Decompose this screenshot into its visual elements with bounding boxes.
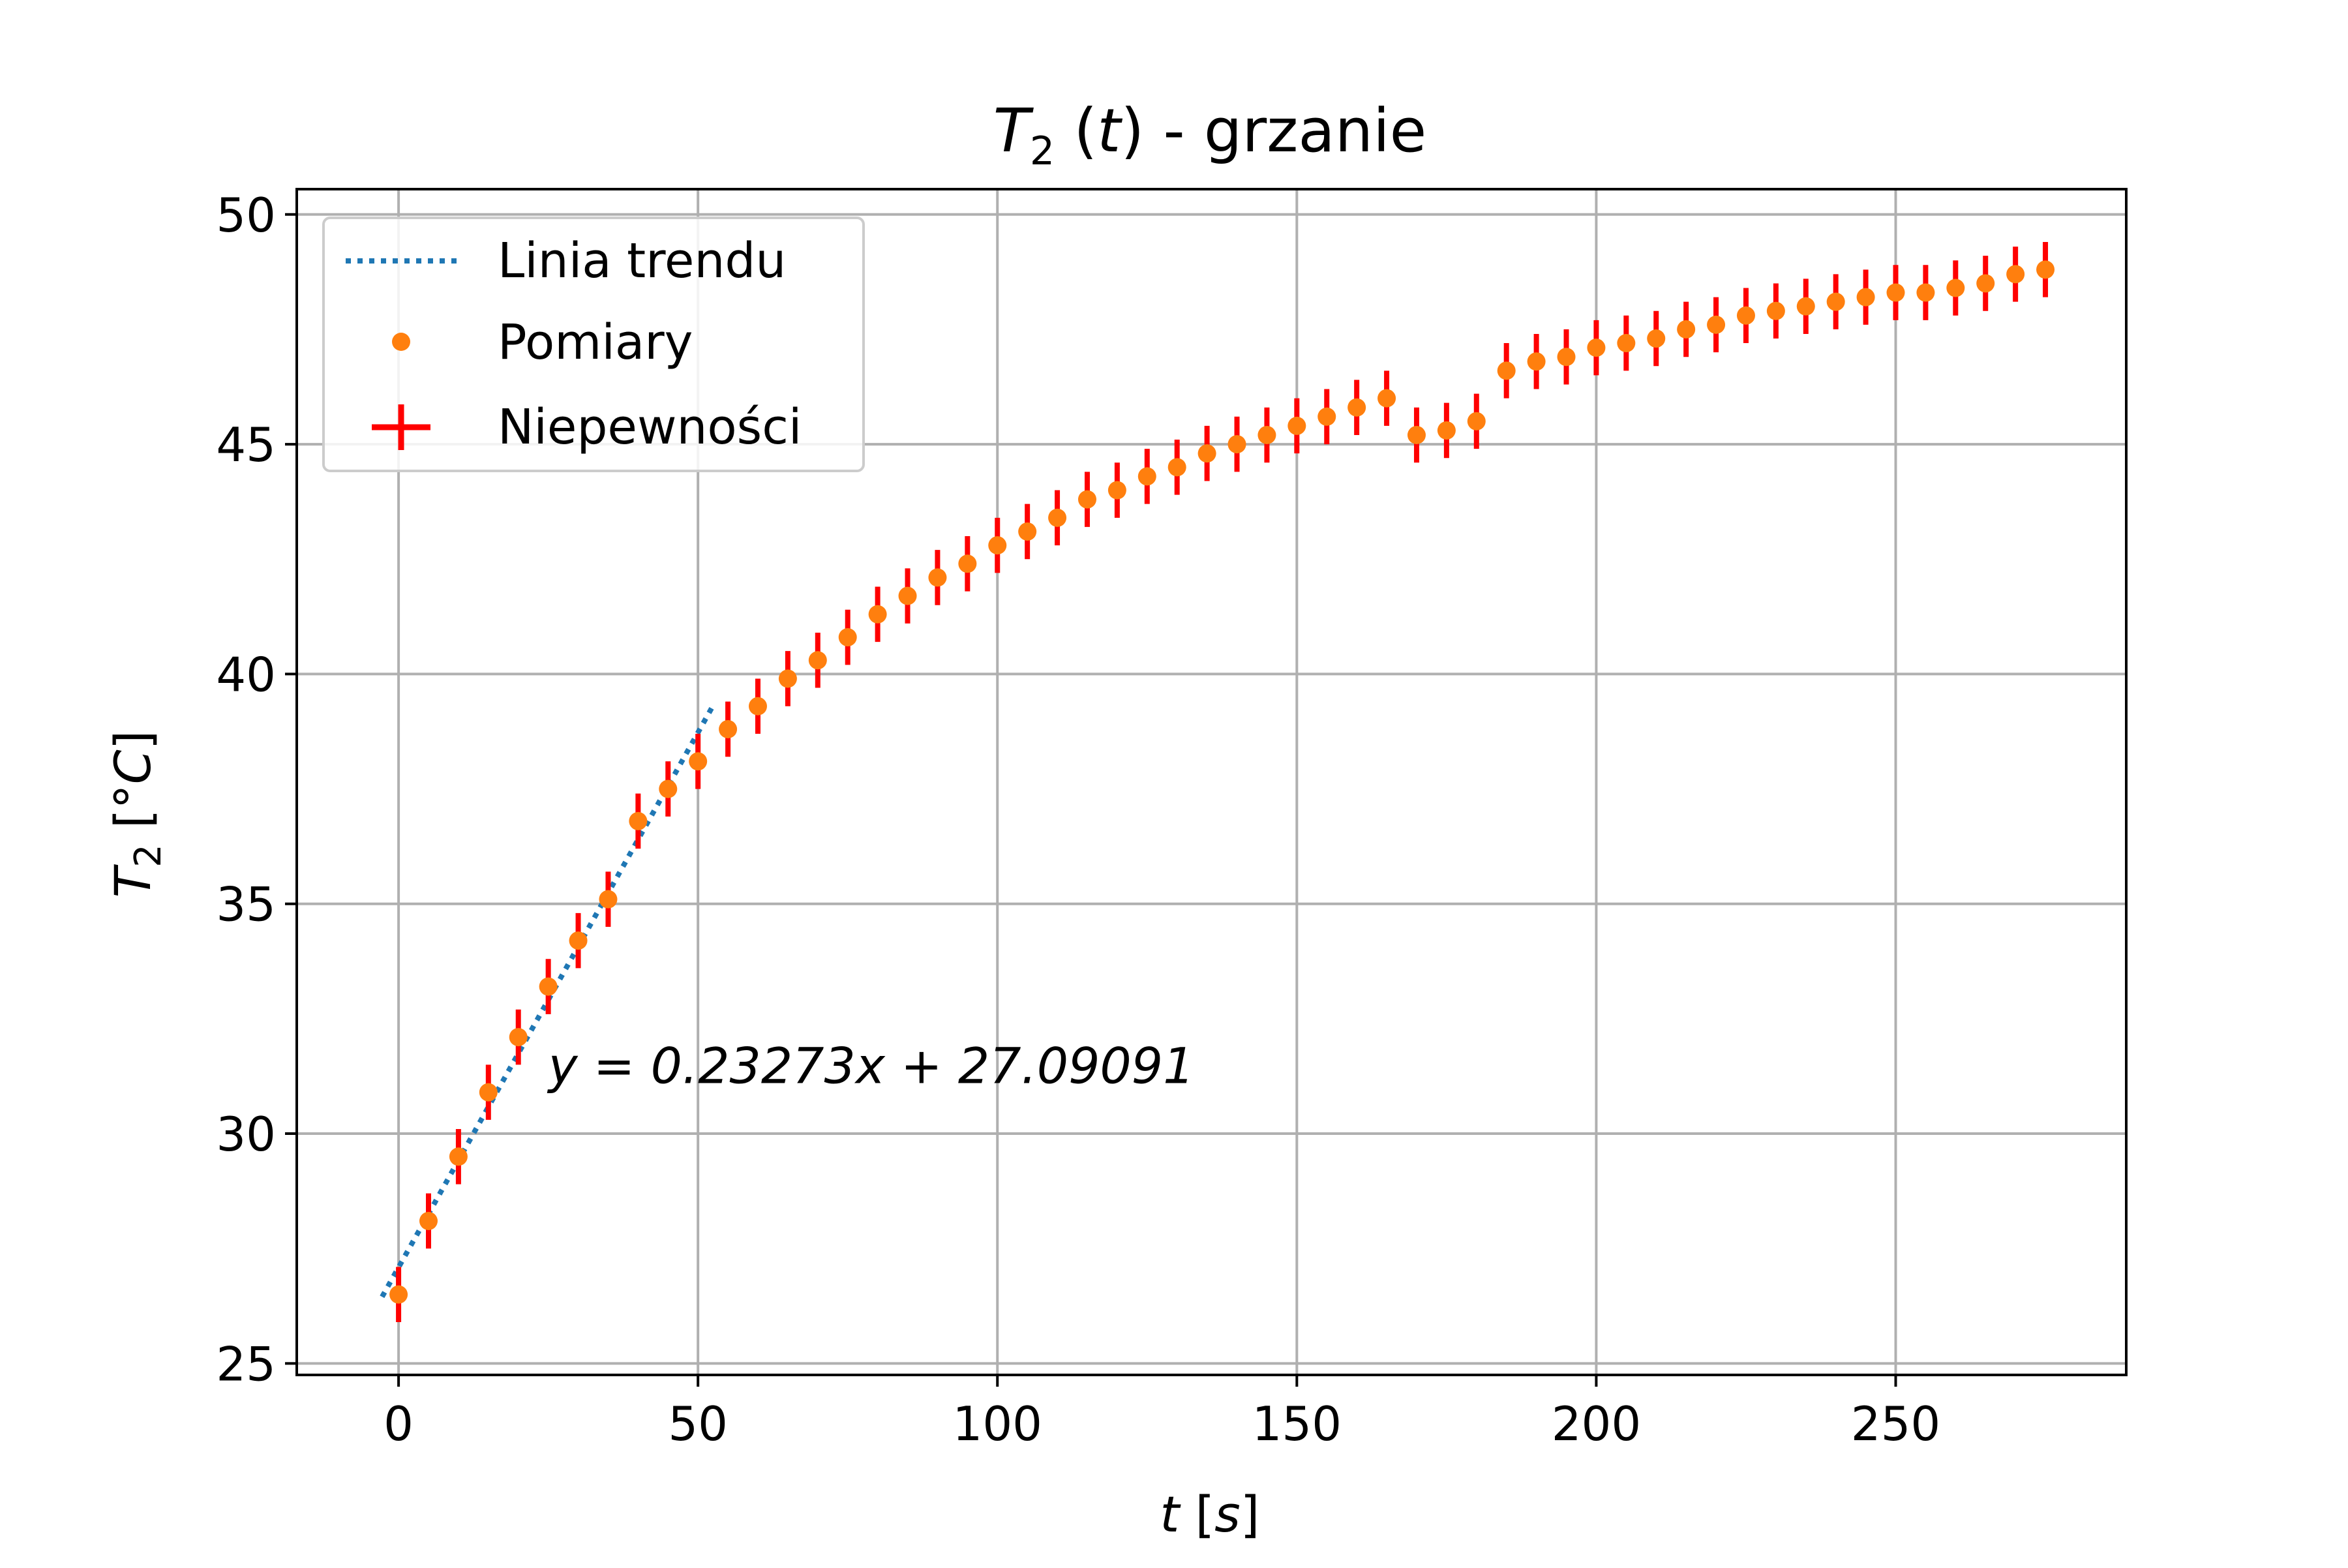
data-point xyxy=(569,931,588,950)
trend-layer xyxy=(380,702,717,1299)
legend-points-swatch xyxy=(392,333,410,351)
data-point xyxy=(808,651,827,670)
x-tick-label: 250 xyxy=(1851,1396,1940,1451)
data-point xyxy=(1377,389,1396,408)
data-point xyxy=(2036,260,2055,279)
data-point xyxy=(1497,361,1516,380)
data-point xyxy=(868,605,887,624)
y-tick-label: 45 xyxy=(216,417,276,472)
data-point xyxy=(1257,425,1276,444)
data-point xyxy=(1766,301,1785,320)
data-point xyxy=(1587,339,1606,357)
x-axis-label: t [s] xyxy=(1160,1485,1260,1543)
data-point xyxy=(479,1083,498,1102)
data-point xyxy=(539,977,558,996)
data-point xyxy=(2006,265,2025,284)
y-tick-label: 40 xyxy=(216,647,276,702)
data-point xyxy=(629,811,648,830)
data-point xyxy=(1077,490,1096,509)
data-point xyxy=(719,719,738,738)
data-point xyxy=(1437,421,1456,440)
data-point xyxy=(1946,279,1965,297)
data-point xyxy=(1557,348,1576,367)
point-layer xyxy=(389,260,2055,1304)
x-tick-label: 50 xyxy=(668,1396,728,1451)
y-tick-label: 30 xyxy=(216,1107,276,1162)
x-tick-label: 150 xyxy=(1252,1396,1342,1451)
chart-title: T2 (t) - grzanie xyxy=(993,96,1427,174)
data-point xyxy=(509,1028,528,1047)
data-point xyxy=(1527,352,1546,371)
data-point xyxy=(958,554,977,573)
legend-points-label: Pomiary xyxy=(498,314,693,370)
data-point xyxy=(1167,458,1186,477)
legend-trend-label: Linia trendu xyxy=(498,233,786,289)
data-point xyxy=(689,752,708,771)
x-tick-label: 200 xyxy=(1552,1396,1641,1451)
trend-equation-annotation: y = 0.23273x + 27.09091 xyxy=(547,1037,1195,1095)
data-point xyxy=(1317,407,1336,426)
data-point xyxy=(1048,508,1067,527)
data-point xyxy=(1407,425,1426,444)
data-point xyxy=(1916,283,1935,302)
data-point xyxy=(928,568,947,587)
data-point xyxy=(748,697,767,716)
x-tick-label: 0 xyxy=(384,1396,414,1451)
data-point xyxy=(1826,292,1845,311)
data-point xyxy=(1617,334,1636,353)
data-point xyxy=(1347,398,1366,417)
data-point xyxy=(449,1147,468,1166)
tick-layer: 0 50 100 150 200 250 25 30 35 40 45 50 xyxy=(216,188,1940,1451)
legend-errors-label: Niepewności xyxy=(498,399,802,455)
data-point xyxy=(1018,522,1037,541)
data-point xyxy=(1976,274,1995,293)
data-point xyxy=(1707,315,1726,334)
data-point xyxy=(898,586,917,605)
y-tick-label: 25 xyxy=(216,1336,276,1391)
y-axis-label: T2 [°C] xyxy=(104,731,170,898)
data-point xyxy=(1467,412,1486,430)
data-point xyxy=(1287,416,1306,435)
data-point xyxy=(419,1211,438,1230)
legend: Linia trendu Pomiary Niepewności xyxy=(322,217,865,472)
data-point xyxy=(778,669,797,688)
data-point xyxy=(1107,481,1126,500)
data-point xyxy=(988,536,1007,555)
data-point xyxy=(1197,444,1216,463)
data-point xyxy=(1886,283,1905,302)
y-tick-label: 35 xyxy=(216,877,276,932)
data-point xyxy=(1137,467,1156,486)
y-tick-label: 50 xyxy=(216,188,276,243)
data-point xyxy=(1736,306,1755,325)
data-point xyxy=(1647,329,1666,348)
x-tick-label: 100 xyxy=(953,1396,1042,1451)
trend-line xyxy=(380,702,717,1299)
plot-frame xyxy=(295,188,2128,1376)
data-point xyxy=(599,890,618,909)
axes-layer xyxy=(295,188,2128,1376)
data-point xyxy=(1796,297,1815,316)
data-point xyxy=(838,628,857,647)
data-point xyxy=(1227,435,1246,454)
data-point xyxy=(1856,288,1875,307)
data-point xyxy=(389,1285,408,1304)
legend-box xyxy=(322,217,865,472)
data-point xyxy=(659,779,678,798)
data-point xyxy=(1677,320,1696,339)
